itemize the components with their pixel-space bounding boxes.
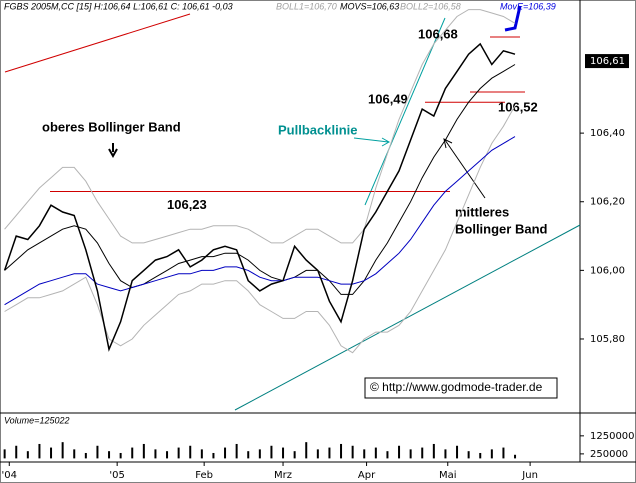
pullback-line — [364, 17, 446, 206]
volume-bar — [61, 442, 64, 459]
x-tick-label: Mai — [439, 470, 457, 481]
volume-bar — [363, 449, 366, 459]
arrow — [108, 143, 118, 159]
volume-bar — [166, 451, 169, 459]
volume-bar — [224, 447, 227, 459]
volume-label: Volume=125022 — [4, 415, 69, 425]
series-line — [4, 64, 516, 295]
volume-bar — [73, 449, 76, 459]
y-tick-label: 106,40 — [590, 128, 625, 139]
header-boll2: BOLL2=106,58 — [400, 1, 461, 11]
volume-bar — [38, 443, 41, 459]
trend-line — [4, 13, 191, 73]
header-movs: MOVS=106,63 — [340, 1, 399, 11]
volume-bar — [490, 449, 493, 459]
trend-line — [234, 224, 581, 411]
annotation: Bollinger Band — [455, 221, 548, 236]
volume-bar — [479, 452, 482, 459]
volume-bar — [84, 452, 87, 459]
volume-bar — [15, 445, 18, 459]
volume-bar — [26, 451, 29, 459]
arrow — [353, 137, 391, 147]
volume-bar — [456, 445, 459, 459]
x-tick-label: Mrz — [274, 470, 292, 481]
y-tick-label: 105,80 — [590, 334, 625, 345]
volume-bar — [409, 449, 412, 459]
x-tick-label: Apr — [358, 470, 376, 481]
level-label: 106,68 — [418, 26, 458, 41]
volume-bar — [50, 447, 53, 459]
level-label: 106,52 — [498, 99, 538, 114]
y-tick-label: 106,00 — [590, 265, 625, 276]
volume-bar — [514, 454, 517, 459]
volume-bar — [386, 451, 389, 459]
volume-bar — [154, 449, 157, 459]
volume-tick-label: 250000 — [590, 449, 628, 460]
arrow — [443, 138, 486, 199]
volume-bar — [212, 452, 215, 459]
copyright: © http://www.godmode-trader.de — [370, 380, 543, 394]
x-tick-label: '04 — [2, 470, 17, 481]
annotation: Pullbacklinie — [278, 122, 357, 137]
volume-bar — [340, 443, 343, 459]
volume-bar — [119, 452, 122, 459]
volume-bar — [398, 445, 401, 459]
annotation: mittleres — [455, 204, 509, 219]
x-tick-label: Feb — [195, 470, 213, 481]
last-price-box — [585, 54, 629, 69]
volume-bar — [247, 451, 250, 459]
volume-bar — [328, 447, 331, 459]
projection — [504, 5, 522, 32]
series-line — [3, 42, 516, 352]
volume-bar — [177, 447, 180, 459]
series-line — [4, 9, 516, 244]
volume-bar — [316, 449, 319, 459]
volume-bar — [444, 449, 447, 459]
volume-bar — [235, 443, 238, 459]
volume-bar — [131, 447, 134, 459]
volume-bar — [189, 445, 192, 459]
volume-bar — [502, 447, 505, 459]
volume-bar — [3, 449, 6, 459]
annotation: oberes Bollinger Band — [42, 119, 181, 134]
last-price-label: 106,61 — [590, 56, 625, 67]
x-tick-label: Jun — [521, 470, 538, 481]
volume-bar — [467, 451, 470, 459]
y-tick-label: 106,20 — [590, 197, 625, 208]
volume-bar — [142, 443, 145, 459]
header-symbol: FGBS 2005M,CC [15] H:106,64 L:106,61 C: … — [4, 1, 233, 11]
volume-bar — [200, 449, 203, 459]
series-line — [4, 105, 516, 354]
volume-bar — [258, 449, 261, 459]
volume-bar — [108, 451, 111, 459]
series-line — [4, 136, 516, 306]
volume-bar — [305, 442, 308, 459]
level-label: 106,23 — [167, 197, 207, 212]
volume-tick-label: 1250000 — [590, 431, 635, 442]
x-tick-label: '05 — [109, 470, 124, 481]
volume-bar — [351, 445, 354, 459]
header-move: MovE=106,39 — [500, 1, 556, 11]
volume-bar — [421, 447, 424, 459]
volume-bar — [96, 445, 99, 459]
volume-bar — [374, 447, 377, 459]
header-boll1: BOLL1=106,70 — [276, 1, 337, 11]
copyright-box — [364, 377, 558, 399]
volume-bar — [270, 445, 273, 459]
level-label: 106,49 — [368, 92, 408, 107]
volume-bar — [282, 447, 285, 459]
volume-bar — [293, 451, 296, 459]
volume-bar — [432, 443, 435, 459]
